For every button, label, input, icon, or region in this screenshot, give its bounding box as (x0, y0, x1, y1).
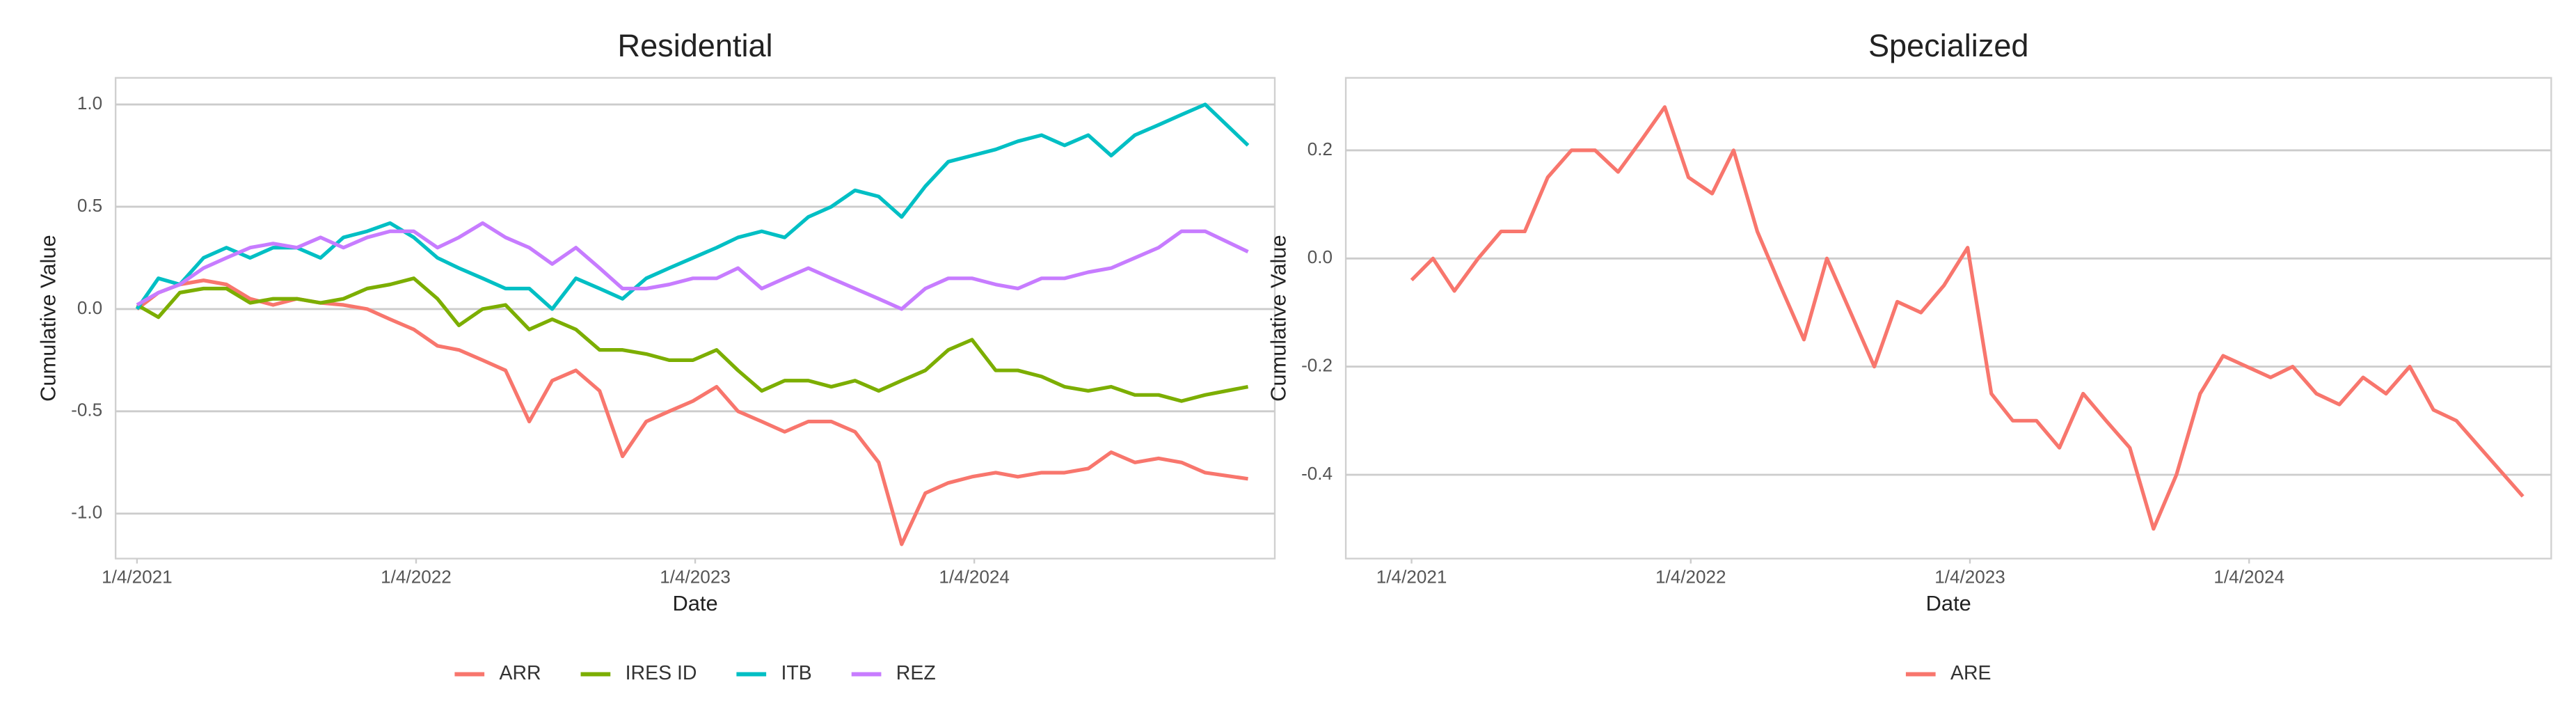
y-tick-label: 0.0 (1307, 246, 1333, 267)
y-tick-label: -1.0 (71, 502, 102, 523)
y-axis-label: Cumulative Value (1266, 235, 1290, 401)
series-line (1410, 105, 2525, 531)
series-line (136, 278, 1248, 546)
plot-border (114, 77, 1276, 560)
y-axis-label: Cumulative Value (35, 235, 60, 401)
y-tick-label: 0.0 (77, 297, 102, 318)
legend-label: REZ (896, 662, 936, 684)
x-tick-label: 1/4/2022 (1655, 567, 1726, 588)
x-tick-label: 1/4/2024 (2213, 567, 2284, 588)
y-tick-label: -0.5 (71, 400, 102, 420)
x-tick-label: 1/4/2023 (1934, 567, 2005, 588)
legend-label: ARR (499, 662, 541, 684)
x-axis-label: Date (1926, 591, 1971, 615)
y-tick-label: 0.2 (1307, 139, 1333, 159)
y-tick-label: 1.0 (77, 93, 102, 113)
x-tick-label: 1/4/2023 (660, 567, 731, 588)
legend-label: IRES ID (626, 662, 697, 684)
plot-border (1344, 77, 2552, 560)
x-tick-label: 1/4/2022 (381, 567, 452, 588)
series-line (136, 221, 1249, 311)
y-tick-label: -0.4 (1301, 463, 1333, 484)
y-tick-label: -0.2 (1301, 355, 1333, 376)
x-tick-label: 1/4/2021 (102, 567, 173, 588)
series-line (136, 276, 1249, 403)
legend-label: ARE (1950, 662, 1991, 684)
y-tick-label: 0.5 (77, 195, 102, 216)
x-tick-label: 1/4/2021 (1376, 567, 1447, 588)
chart-title: Specialized (1868, 28, 2029, 63)
legend-label: ITB (781, 662, 811, 684)
chart-title: Residential (618, 28, 773, 63)
series-line (135, 102, 1250, 311)
legend: ARR IRES ID ITB REZ (454, 662, 936, 684)
legend: ARE (1905, 662, 1991, 684)
x-axis-label: Date (672, 591, 717, 615)
x-tick-label: 1/4/2024 (939, 567, 1010, 588)
